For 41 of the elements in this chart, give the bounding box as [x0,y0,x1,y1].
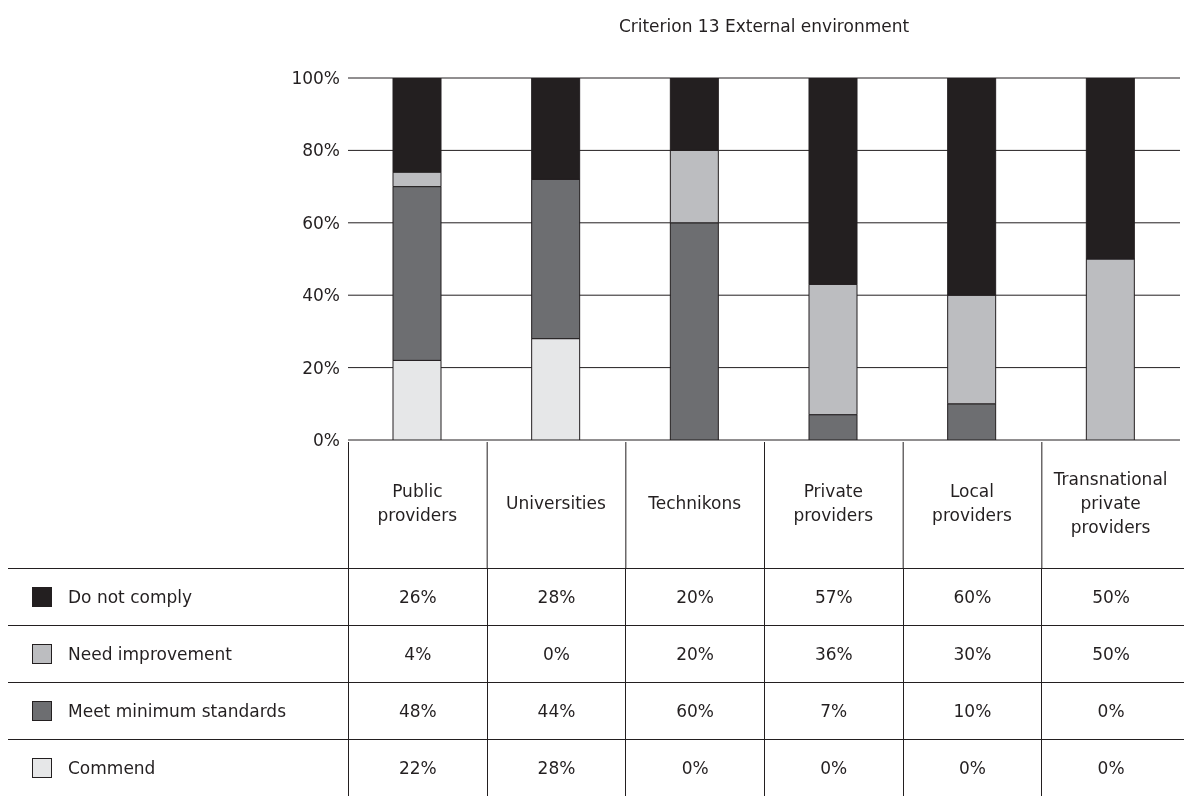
x-tick-label: Public providers [376,480,459,527]
data-label: 0% [1041,683,1180,739]
y-tick-label: 40% [302,285,340,306]
data-label: 0% [902,740,1042,796]
x-tick-label: Transnational private providers [1052,468,1169,539]
data-label: 50% [1041,569,1180,625]
data-label: 0% [486,626,626,682]
data-label: 48% [348,683,487,739]
data-label: 28% [486,740,626,796]
data-label: 20% [625,626,764,682]
data-label: 22% [348,740,487,796]
legend-label: Commend [68,758,156,778]
x-tick-label: Local providers [931,480,1013,527]
chart-title: Criterion 13 External environment [617,16,911,36]
y-tick-label: 60% [302,212,340,233]
data-label: 0% [1041,740,1180,796]
x-tick-label: Universities [505,492,607,515]
y-tick-label: 20% [302,357,340,378]
data-label: 44% [486,683,626,739]
data-label: 28% [486,569,626,625]
data-label: 30% [902,626,1042,682]
data-label: 10% [902,683,1042,739]
y-tick-label: 0% [313,430,340,451]
legend-label: Need improvement [68,644,232,664]
data-label: 7% [763,683,903,739]
data-label: 0% [625,740,764,796]
data-label: 26% [348,569,487,625]
data-label: 50% [1041,626,1180,682]
legend-label: Meet minimum standards [68,701,286,721]
data-label: 60% [902,569,1042,625]
y-tick-label: 80% [302,140,340,161]
x-tick-label: Private providers [792,480,875,527]
legend-label: Do not comply [68,587,193,607]
data-label: 60% [625,683,764,739]
x-tick-label: Technikons [647,492,743,515]
data-label: 20% [625,569,764,625]
data-label: 36% [763,626,903,682]
data-label: 4% [348,626,487,682]
data-label: 57% [763,569,903,625]
y-tick-label: 100% [291,68,340,89]
data-label: 0% [763,740,903,796]
